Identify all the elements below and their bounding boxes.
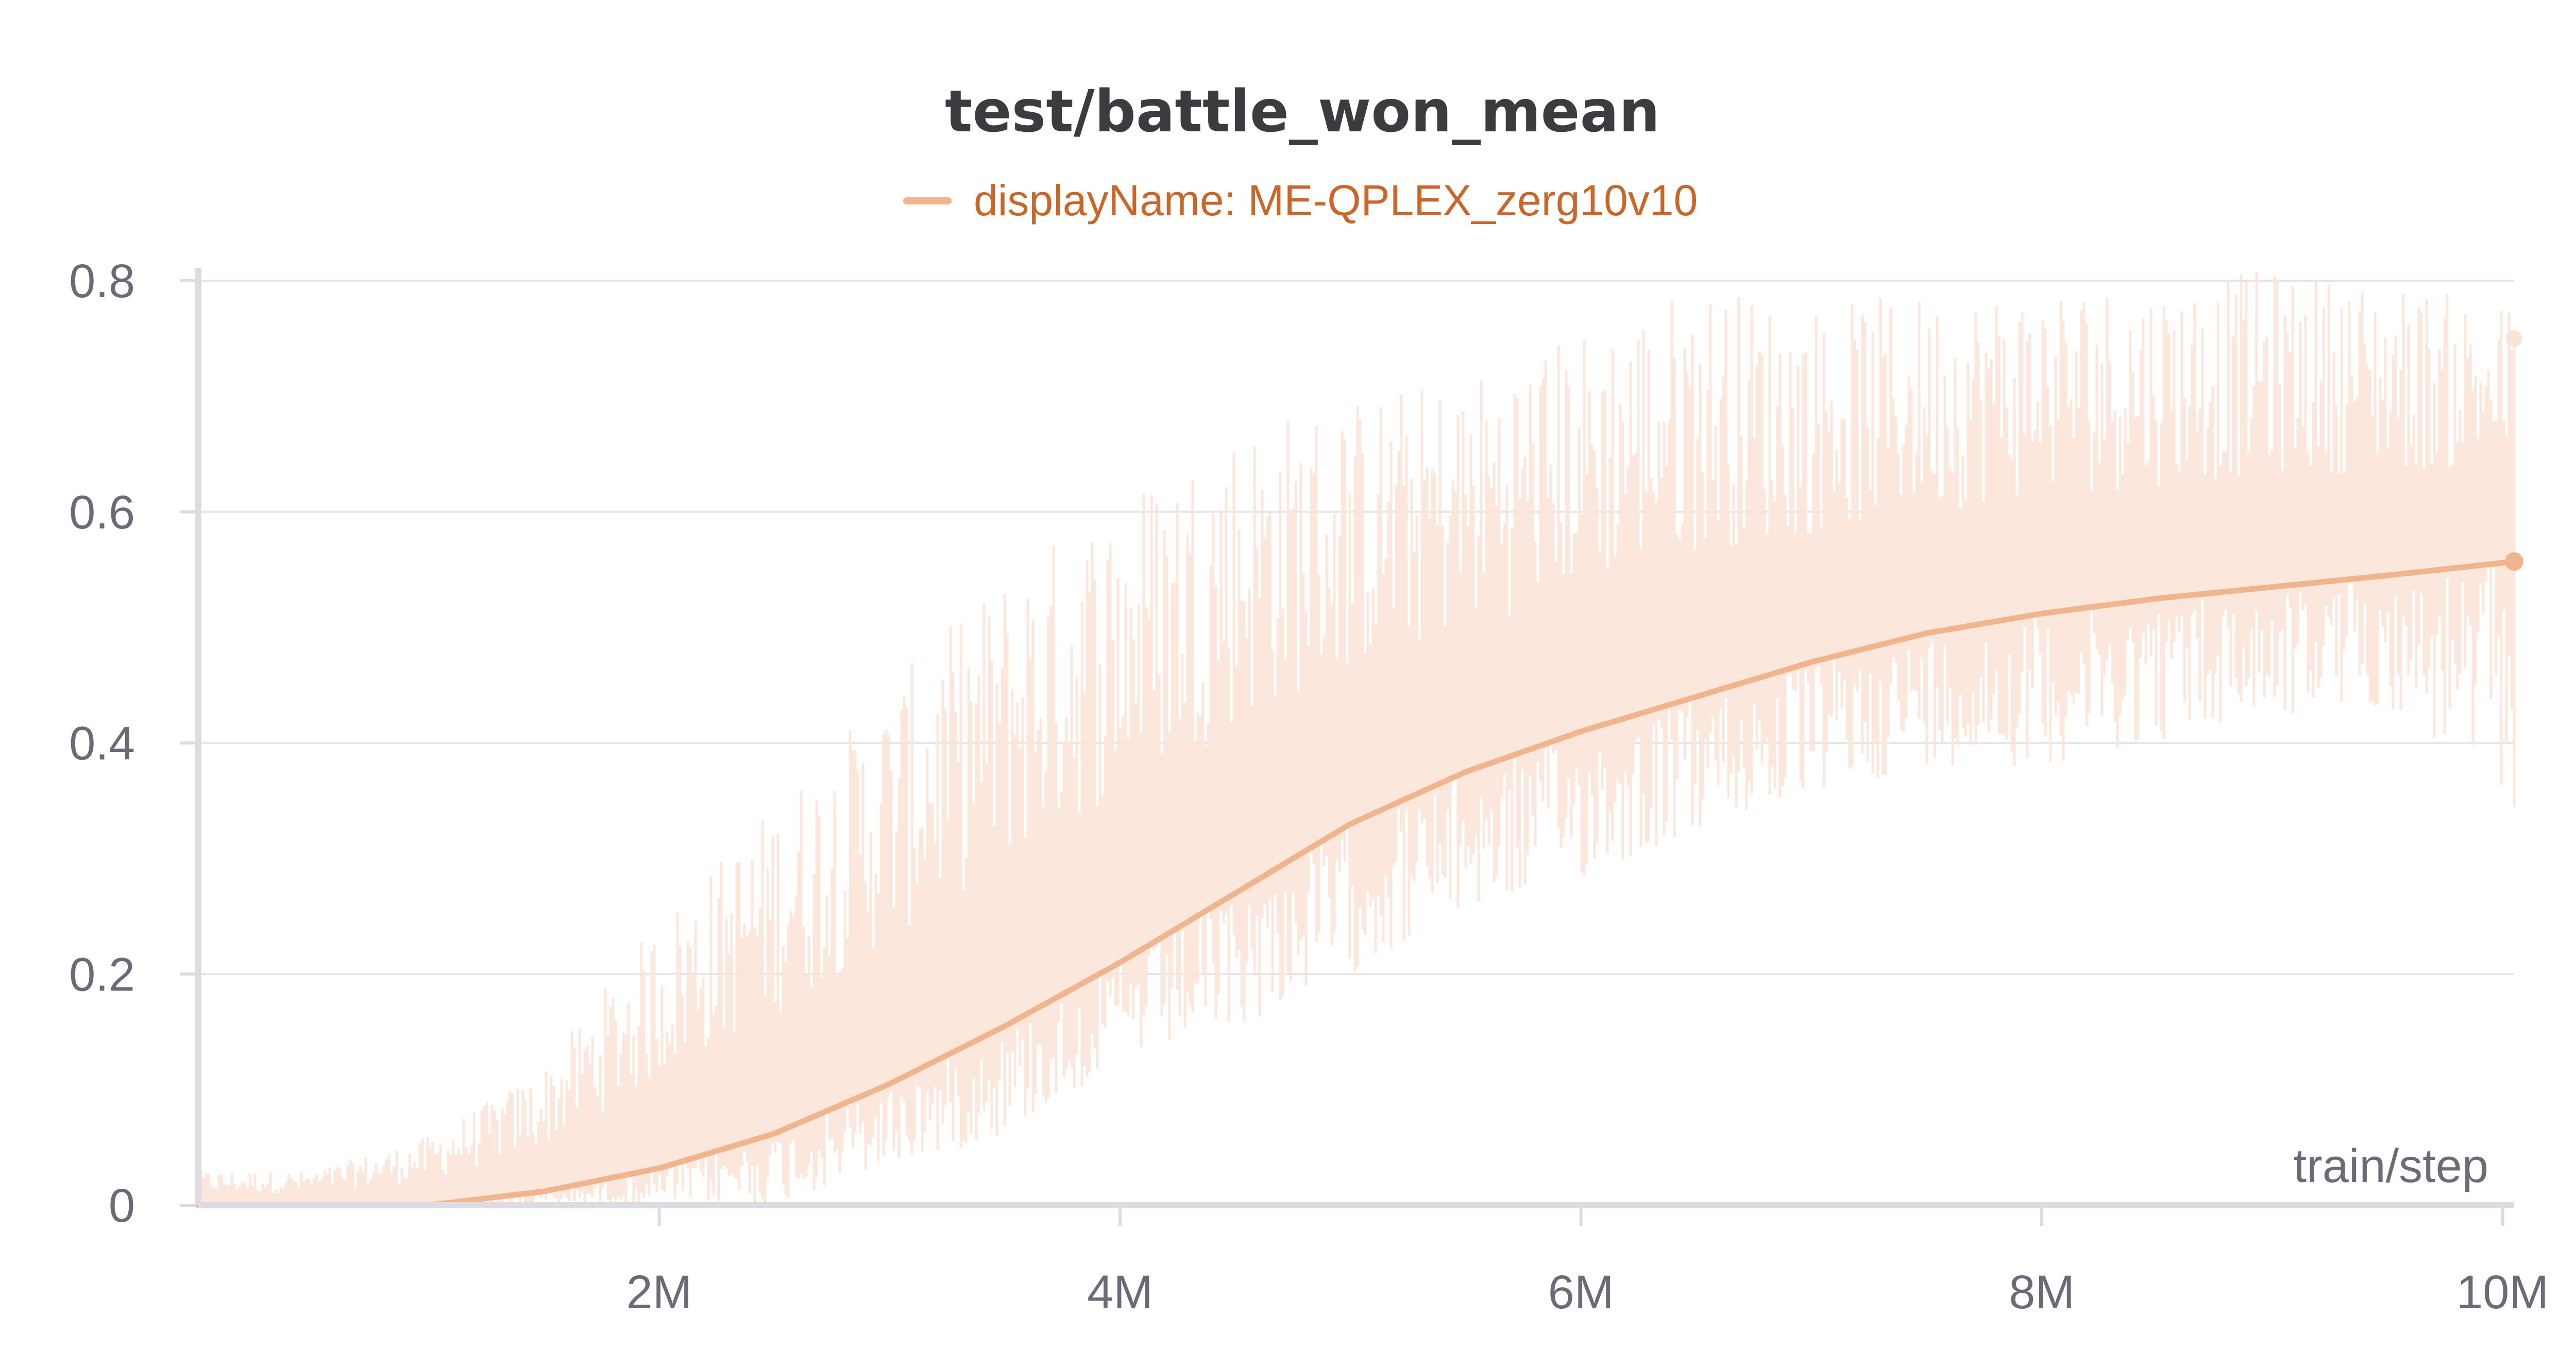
x-tick-labels: 2M 4M 6M 8M 10M (626, 1266, 2549, 1319)
y-tick-labels: 0 0.2 0.4 0.6 0.8 (69, 255, 135, 1232)
smoothed-line (195, 558, 2517, 1208)
x-tick-label: 2M (626, 1266, 692, 1319)
x-tick-label: 4M (1087, 1266, 1153, 1319)
raw-data-band (197, 271, 2516, 1205)
last-raw-point (2506, 330, 2522, 347)
y-tick-label: 0.4 (69, 717, 135, 770)
y-tick-label: 0.8 (69, 255, 135, 307)
chart-title: test/battle_won_mean (945, 78, 1660, 145)
last-smoothed-point (2505, 552, 2523, 571)
x-tick-label: 10M (2456, 1266, 2549, 1319)
x-tick-label: 8M (2009, 1266, 2075, 1319)
y-tick-label: 0.2 (69, 948, 135, 1001)
x-axis-label: train/step (2294, 1140, 2488, 1192)
legend-entry: displayName: ME-QPLEX_zerg10v10 (974, 176, 1698, 225)
legend: displayName: ME-QPLEX_zerg10v10 (903, 176, 1698, 225)
y-tick-label: 0.6 (69, 486, 135, 539)
smoothed-series (195, 330, 2523, 1208)
y-tick-label: 0 (109, 1179, 135, 1232)
x-tick-label: 6M (1548, 1266, 1614, 1319)
axes (195, 268, 2514, 1208)
